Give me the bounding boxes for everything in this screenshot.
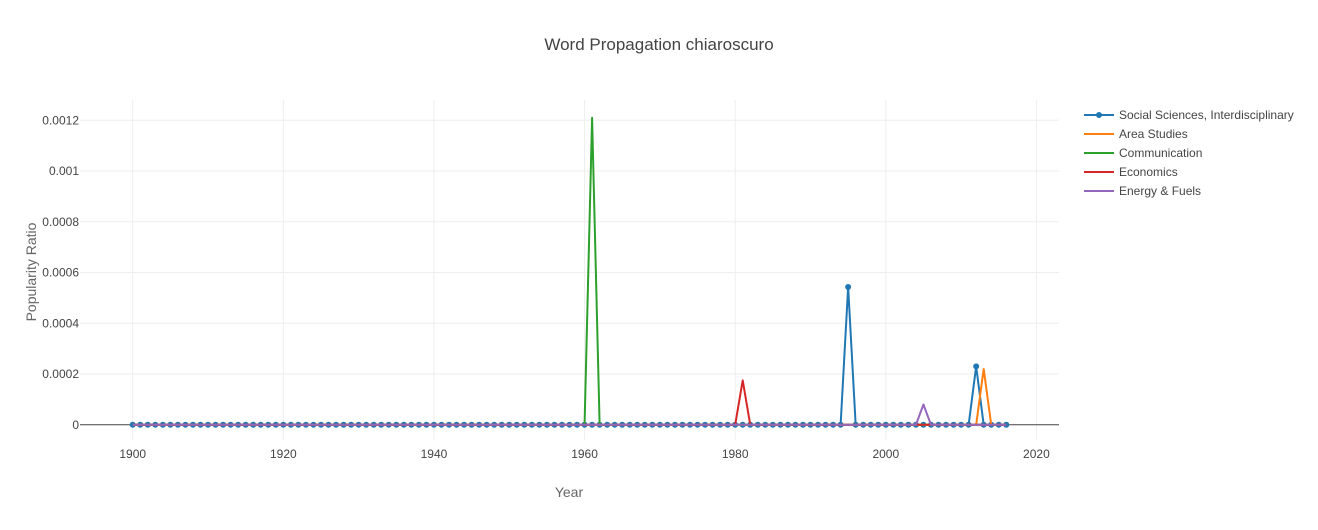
y-tick-label: 0.001 (49, 164, 79, 178)
legend-label: Area Studies (1119, 127, 1188, 141)
legend-item[interactable]: Energy & Fuels (1084, 184, 1201, 198)
legend-item[interactable]: Social Sciences, Interdisciplinary (1084, 108, 1294, 122)
y-tick-label: 0.0006 (42, 266, 79, 280)
x-tick-label: 2000 (872, 447, 899, 461)
x-tick-label: 1980 (722, 447, 749, 461)
data-point (129, 421, 136, 428)
y-tick-label: 0.0008 (42, 215, 79, 229)
legend-label: Economics (1119, 165, 1178, 179)
x-tick-label: 1900 (119, 447, 146, 461)
series-line (132, 116, 1007, 426)
series-1 (132, 367, 1007, 426)
legend-marker (1096, 112, 1102, 118)
series-0 (129, 284, 1010, 428)
legend-item[interactable]: Area Studies (1084, 127, 1188, 141)
x-tick-label: 1920 (270, 447, 297, 461)
legend-item[interactable]: Economics (1084, 165, 1178, 179)
series-line (132, 367, 1007, 426)
series-3 (132, 379, 1007, 426)
x-tick-label: 1960 (571, 447, 598, 461)
series-line (132, 403, 1007, 426)
y-tick-label: 0.0002 (42, 367, 79, 381)
y-tick-label: 0 (72, 418, 79, 432)
y-axis-title: Popularity Ratio (23, 222, 39, 321)
axis-layer: 1900 1920 1940 1960 1980 2000 2020 0 0.0002 0.000… (42, 113, 1059, 461)
legend[interactable]: Social Sciences, Interdisciplinary Area S… (1084, 108, 1294, 198)
legend-label: Energy & Fuels (1119, 184, 1201, 198)
y-tick-label: 0.0004 (42, 316, 79, 330)
series-4 (132, 403, 1007, 426)
y-tick-label: 0.0012 (42, 113, 79, 127)
chart-title: Word Propagation chiaroscuro (544, 35, 773, 54)
data-point (845, 284, 852, 290)
series-2 (132, 116, 1007, 426)
series-line (132, 379, 1007, 426)
legend-item[interactable]: Communication (1084, 146, 1202, 160)
x-tick-label: 1940 (421, 447, 448, 461)
legend-label: Communication (1119, 146, 1202, 160)
x-tick-label: 2020 (1023, 447, 1050, 461)
series-layer (129, 116, 1010, 428)
series-line (132, 286, 1007, 426)
x-axis-title: Year (555, 484, 584, 500)
data-point (1003, 421, 1010, 428)
grid-layer (80, 100, 1059, 440)
legend-label: Social Sciences, Interdisciplinary (1119, 108, 1294, 122)
data-point (973, 363, 980, 370)
